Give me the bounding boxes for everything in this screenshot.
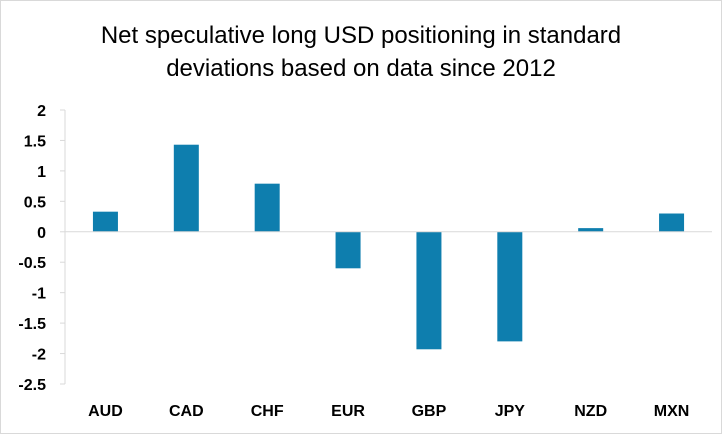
- chart-title: Net speculative long USD positioning in …: [1, 19, 721, 85]
- bar-cad: [173, 144, 199, 232]
- x-tick-label-nzd: NZD: [574, 403, 607, 420]
- x-tick-label-gbp: GBP: [412, 403, 447, 420]
- y-tick-label: 1: [37, 164, 46, 181]
- chart-title-line-2: deviations based on data since 2012: [166, 55, 556, 82]
- x-tick-label-cad: CAD: [169, 403, 204, 420]
- bar-chf: [254, 183, 280, 232]
- x-tick-label-chf: CHF: [251, 403, 284, 420]
- y-tick-label: -2: [32, 347, 46, 364]
- y-tick-label: 1.5: [24, 133, 46, 150]
- bar-eur: [335, 231, 361, 269]
- x-tick-label-aud: AUD: [88, 403, 123, 420]
- x-axis: AUD CAD CHF EUR GBP JPY NZD MXN: [65, 231, 712, 420]
- bar-gbp: [416, 231, 442, 350]
- y-tick-label: -1.5: [18, 316, 46, 333]
- y-tick-label: -2.5: [18, 377, 46, 394]
- chart-title-line-1: Net speculative long USD positioning in …: [100, 22, 622, 49]
- y-axis: 2 1.5 1 0.5 0 -0.5 -1 -1.5 -2 -2.5: [18, 103, 66, 394]
- y-tick-label: -1: [32, 286, 46, 303]
- y-tick-label: 0.5: [24, 194, 46, 211]
- bars: [92, 144, 685, 350]
- y-tick-label: 2: [37, 103, 46, 120]
- bar-mxn: [659, 213, 685, 232]
- x-tick-label-mxn: MXN: [654, 403, 690, 420]
- bar-aud: [92, 211, 118, 232]
- x-tick-label-eur: EUR: [331, 403, 365, 420]
- x-tick-label-jpy: JPY: [495, 403, 526, 420]
- bar-jpy: [497, 231, 523, 342]
- y-tick-label: -0.5: [18, 255, 46, 272]
- bar-nzd: [578, 228, 604, 232]
- y-tick-label: 0: [37, 225, 46, 242]
